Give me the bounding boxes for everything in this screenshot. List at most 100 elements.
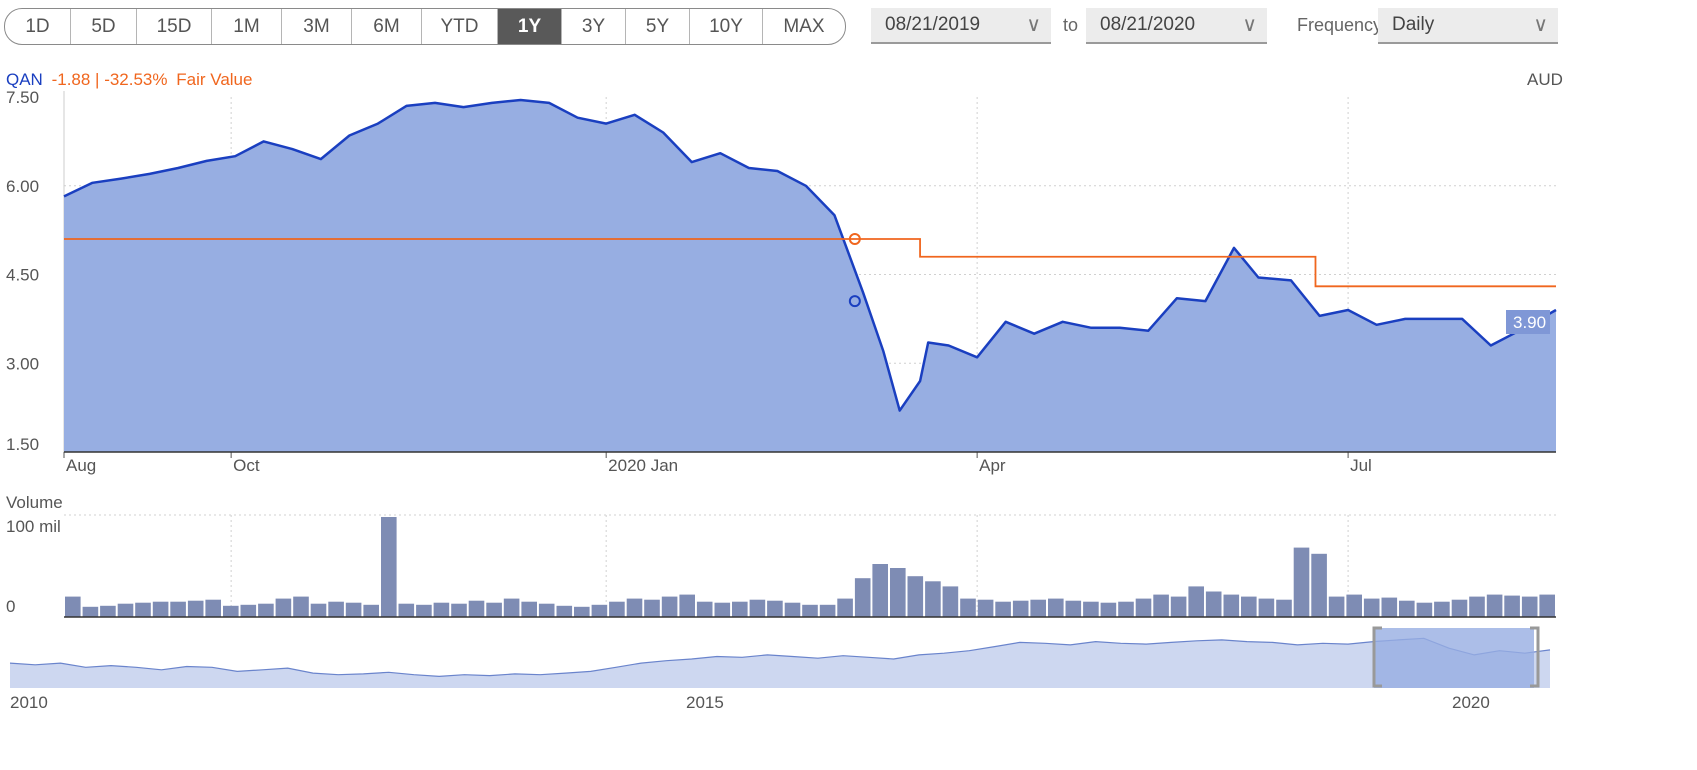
volume-tick-label: 0 (6, 597, 15, 616)
volume-bar (416, 604, 432, 617)
legend-ticker: QAN (6, 70, 43, 89)
volume-bar (486, 602, 502, 617)
navigator-selection (1374, 628, 1534, 688)
volume-bar (925, 581, 941, 617)
range-button-6m[interactable]: 6M (352, 9, 422, 44)
volume-bar (187, 600, 204, 617)
price-line (63, 98, 1557, 412)
y-tick-label: 1.50 (6, 435, 39, 454)
chevron-down-icon: ∨ (1242, 14, 1257, 36)
volume-bar (1083, 601, 1099, 617)
volume-bar (293, 596, 309, 617)
volume-bar (749, 599, 766, 617)
volume-bar (398, 603, 415, 617)
volume-bar (1205, 591, 1222, 617)
date-from-dropdown[interactable]: 08/21/2019 ∨ (871, 8, 1051, 44)
volume-bar (1539, 594, 1555, 617)
volume-bar (872, 564, 888, 617)
navigator-handle-left (1372, 626, 1382, 688)
volume-bar (1363, 598, 1380, 617)
volume-bar (1065, 600, 1082, 617)
range-button-3m[interactable]: 3M (282, 9, 352, 44)
volume-bar (1118, 601, 1134, 617)
volume-bar (1188, 586, 1204, 617)
volume-bar (1434, 601, 1450, 617)
range-button-5d[interactable]: 5D (71, 9, 137, 44)
navigator-line (9, 637, 1551, 678)
volume-bar (977, 599, 994, 617)
volume-bar (240, 604, 257, 617)
range-button-ytd[interactable]: YTD (422, 9, 498, 44)
price-area (64, 100, 1556, 452)
volume-bar (1012, 600, 1029, 617)
y-tick-label: 3.00 (6, 354, 39, 373)
volume-bar (451, 603, 467, 617)
volume-bar (1328, 596, 1345, 617)
volume-bar (942, 586, 959, 617)
volume-bar (661, 596, 678, 617)
range-button-1m[interactable]: 1M (212, 9, 282, 44)
volume-bar (1135, 598, 1152, 617)
volume-bar (223, 605, 239, 617)
volume-bar (714, 602, 731, 617)
range-button-15d[interactable]: 15D (137, 9, 212, 44)
date-to-value: 08/21/2020 (1100, 14, 1196, 35)
volume-bar (82, 606, 99, 617)
volume-bar (1381, 597, 1398, 617)
range-button-10y[interactable]: 10Y (690, 9, 763, 44)
volume-bar (258, 603, 274, 617)
volume-bar (170, 601, 186, 617)
navigator-handle-right (1530, 626, 1540, 688)
volume-bar (1416, 602, 1433, 617)
volume-title: Volume (6, 493, 63, 512)
volume-bar (890, 568, 906, 617)
frequency-value: Daily (1392, 14, 1435, 35)
frequency-dropdown[interactable]: Daily ∨ (1378, 8, 1558, 44)
volume-bar (1469, 596, 1485, 617)
volume-bar (1170, 596, 1187, 617)
x-tick-label: Oct (233, 456, 260, 475)
chevron-down-icon: ∨ (1026, 14, 1041, 36)
y-tick-label: 4.50 (6, 266, 39, 285)
volume-bar (1486, 594, 1503, 617)
volume-bar (591, 604, 608, 617)
range-button-5y[interactable]: 5Y (626, 9, 690, 44)
volume-bar (609, 601, 625, 617)
legend-change: -1.88 | -32.53% (51, 70, 168, 89)
volume-bar (1153, 594, 1169, 617)
legend: QAN -1.88 | -32.53% Fair Value (6, 70, 252, 90)
volume-bar (205, 599, 221, 617)
range-button-1d[interactable]: 1D (5, 9, 71, 44)
volume-bar (907, 576, 924, 617)
navigator-tick-label: 2020 (1452, 693, 1490, 712)
chevron-down-icon: ∨ (1533, 14, 1548, 36)
volume-bar (767, 600, 783, 617)
volume-bar (1293, 547, 1310, 617)
volume-bar (1504, 595, 1520, 617)
volume-bar (65, 596, 81, 617)
volume-bar (784, 602, 801, 617)
x-tick-label: Apr (979, 456, 1006, 475)
volume-bar (1223, 594, 1240, 617)
range-button-3y[interactable]: 3Y (562, 9, 626, 44)
volume-bar (521, 601, 537, 617)
fair-value-line (64, 238, 1556, 288)
price-marker (848, 295, 861, 308)
volume-bar (100, 605, 116, 617)
volume-bar (1451, 599, 1468, 617)
volume-bar (854, 578, 871, 617)
volume-bar (538, 603, 555, 617)
volume-bar (328, 601, 344, 617)
volume-bar (381, 517, 397, 617)
x-tick-label: Aug (66, 456, 96, 475)
date-to-dropdown[interactable]: 08/21/2020 ∨ (1086, 8, 1267, 44)
volume-bar (1276, 599, 1292, 617)
volume-bar (152, 601, 169, 617)
range-button-max[interactable]: MAX (783, 16, 825, 37)
volume-bar (1399, 600, 1415, 617)
volume-bar (135, 602, 151, 617)
volume-bar (556, 605, 573, 617)
range-button-1y[interactable]: 1Y (498, 9, 562, 44)
volume-bar (837, 598, 853, 617)
volume-bar (696, 601, 713, 617)
